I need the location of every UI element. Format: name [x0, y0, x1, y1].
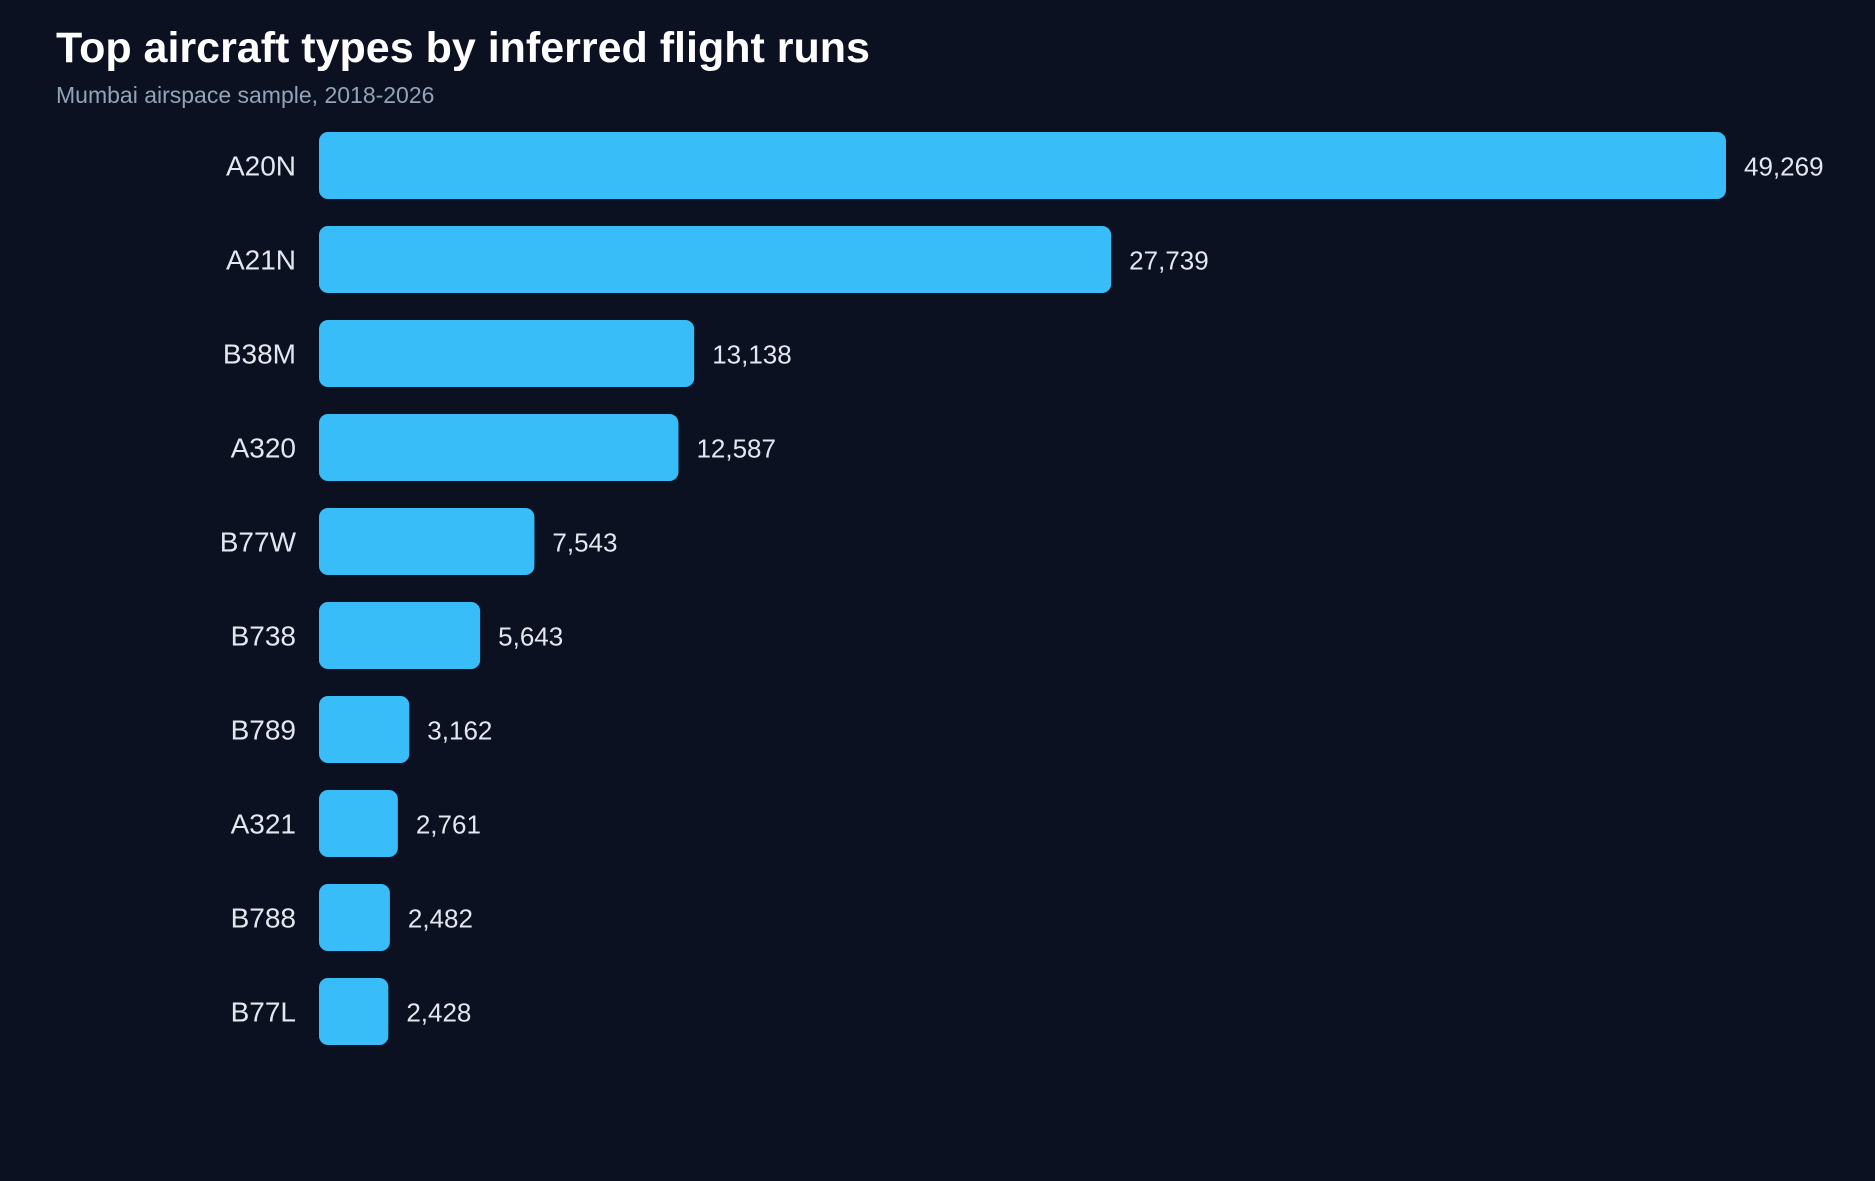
value-label: 3,162: [427, 716, 492, 746]
value-label: 7,543: [552, 528, 617, 558]
value-label: 13,138: [712, 340, 792, 370]
bar-b789: [319, 696, 410, 763]
bar-b77l: [319, 978, 389, 1045]
category-label: B738: [231, 621, 296, 652]
bar-a21n: [319, 226, 1112, 293]
category-label: A321: [231, 809, 296, 840]
bar-b738: [319, 602, 481, 669]
value-label: 2,482: [408, 904, 473, 934]
value-label: 2,428: [406, 998, 471, 1028]
bar-b788: [319, 884, 390, 951]
chart-subtitle: Mumbai airspace sample, 2018-2026: [56, 82, 435, 108]
bar-b77w: [319, 508, 535, 575]
category-label: B77W: [220, 527, 297, 558]
value-label: 49,269: [1744, 152, 1824, 182]
value-label: 12,587: [696, 434, 776, 464]
value-label: 2,761: [416, 810, 481, 840]
bar-b38m: [319, 320, 695, 387]
category-label: A320: [231, 433, 296, 464]
value-label: 5,643: [498, 622, 563, 652]
chart-title: Top aircraft types by inferred flight ru…: [56, 24, 870, 72]
category-label: B788: [231, 903, 296, 934]
category-label: A21N: [226, 245, 296, 276]
category-label: A20N: [226, 151, 296, 182]
category-label: B38M: [223, 339, 296, 370]
bar-a321: [319, 790, 398, 857]
bar-a20n: [319, 132, 1726, 199]
value-label: 27,739: [1129, 246, 1209, 276]
category-label: B77L: [231, 997, 296, 1028]
category-label: B789: [231, 715, 296, 746]
bar-a320: [319, 414, 679, 481]
